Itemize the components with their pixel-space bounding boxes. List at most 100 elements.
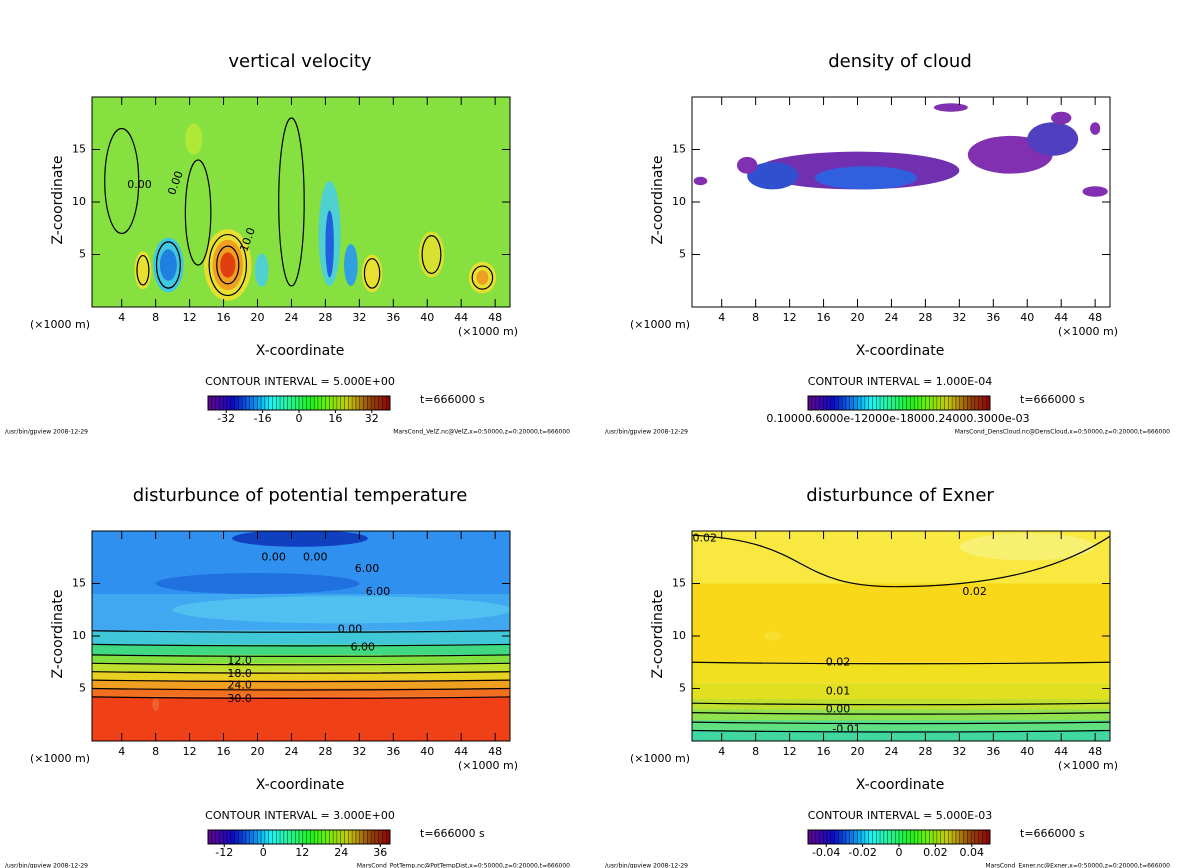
colorbar-cell [868, 830, 873, 844]
colorbar-cell [291, 396, 296, 410]
x-tick-label: 32 [352, 745, 366, 758]
colorbar-cell [849, 396, 854, 410]
contour-line [92, 630, 510, 633]
colorbar-tick-label: 0.10000.6000e-12000e-18000.24000.3000e-0… [766, 412, 1029, 425]
colorbar-cell [272, 830, 277, 844]
colorbar-cell [849, 830, 854, 844]
colorbar-cell [917, 396, 923, 410]
colorbar-cell [955, 830, 960, 844]
field-blob [152, 697, 160, 711]
x-tick-label: 16 [817, 311, 831, 324]
contour-label: 0.00 [826, 703, 851, 716]
colorbar-cell [959, 830, 964, 844]
x-unit: (×1000 m) [458, 759, 518, 772]
x-unit: (×1000 m) [630, 318, 690, 331]
colorbar-cell [986, 396, 991, 410]
colorbar-cell [876, 830, 881, 844]
field-band [692, 583, 1110, 663]
contour-label: -0.01 [832, 722, 860, 735]
x-tick-label: 24 [284, 311, 298, 324]
colorbar-tick-label: 36 [373, 846, 387, 859]
field-blob [1027, 122, 1079, 156]
field [92, 531, 510, 741]
colorbar-tick-label: 0 [896, 846, 903, 859]
x-tick-label: 48 [1088, 311, 1102, 324]
colorbar-cell [933, 830, 938, 844]
x-tick-label: 16 [817, 745, 831, 758]
colorbar-tick-label: -0.02 [848, 846, 876, 859]
y-tick-label: 15 [72, 143, 86, 156]
contour-line [208, 233, 248, 297]
colorbar-cell [982, 396, 987, 410]
colorbar-cell [952, 396, 957, 410]
contour-line [692, 712, 1110, 715]
x-tick-label: 8 [152, 745, 159, 758]
colorbar-cell [880, 396, 885, 410]
field-blob [959, 533, 1096, 561]
colorbar-cell [352, 396, 357, 410]
panel-title: vertical velocity [228, 51, 372, 72]
panel-title: disturbunce of Exner [806, 485, 994, 506]
y-tick-label: 10 [72, 629, 86, 642]
x-tick-label: 12 [183, 311, 197, 324]
field-blob [933, 103, 968, 112]
colorbar-cell [363, 830, 368, 844]
colorbar-cell [280, 396, 285, 410]
contour-line [692, 729, 1110, 733]
colorbar-cell [963, 396, 968, 410]
colorbar-cell [936, 830, 942, 844]
contour-line [92, 696, 510, 699]
field-blob [361, 254, 383, 293]
field-band [92, 644, 510, 655]
field-band [92, 663, 510, 672]
colorbar-cell [899, 396, 904, 410]
x-tick-label: 24 [284, 745, 298, 758]
colorbar-cell [955, 396, 960, 410]
colorbar-cell [971, 830, 976, 844]
x-unit: (×1000 m) [458, 325, 518, 338]
colorbar-cell [967, 830, 972, 844]
colorbar-cell [982, 830, 987, 844]
contour-line [278, 117, 305, 287]
colorbar-cell [367, 830, 372, 844]
colorbar-cell [830, 830, 835, 844]
colorbar-cell [845, 830, 851, 844]
footer-right: MarsCond_DensCloud.nc@DensCloud,x=0:5000… [955, 429, 1170, 436]
colorbar-cell [861, 830, 866, 844]
colorbar-cell [215, 830, 220, 844]
contour-interval: CONTOUR INTERVAL = 3.000E+00 [205, 809, 395, 822]
x-unit: (×1000 m) [30, 752, 90, 765]
colorbar-tick-label: 0 [260, 846, 267, 859]
colorbar-cell [367, 396, 372, 410]
colorbar-cell [329, 830, 334, 844]
x-tick-label: 36 [986, 311, 1000, 324]
colorbar-cell [382, 396, 387, 410]
contour-line [104, 127, 140, 235]
contour-label: 0.02 [826, 655, 851, 668]
field-blob [325, 210, 334, 278]
colorbar-cell [864, 396, 869, 410]
colorbar-cell [325, 396, 330, 410]
y-label: Z-coordinate [50, 589, 66, 678]
colorbar-cell [302, 830, 307, 844]
colorbar-tick-label: 12 [295, 846, 309, 859]
colorbar-cell [887, 396, 892, 410]
colorbar-cell [264, 396, 269, 410]
x-tick-label: 28 [318, 745, 332, 758]
colorbar-cell [944, 830, 949, 844]
y-tick-label: 5 [679, 248, 686, 261]
x-tick-label: 48 [488, 311, 502, 324]
colorbar-cell [321, 830, 326, 844]
x-tick-label: 8 [152, 311, 159, 324]
colorbar-cell [299, 830, 304, 844]
colorbar-cell [819, 396, 824, 410]
colorbar-cell [268, 830, 273, 844]
contour-line [136, 254, 150, 286]
x-unit: (×1000 m) [1058, 325, 1118, 338]
colorbar-cell [223, 830, 228, 844]
colorbar-cell [948, 396, 953, 410]
panel: disturbunce of Exner 0.02 0.02 0.02 0.01 0.00… [605, 485, 1170, 868]
contour-line [471, 265, 494, 290]
x-tick-label: 32 [352, 311, 366, 324]
x-label: X-coordinate [856, 343, 945, 359]
